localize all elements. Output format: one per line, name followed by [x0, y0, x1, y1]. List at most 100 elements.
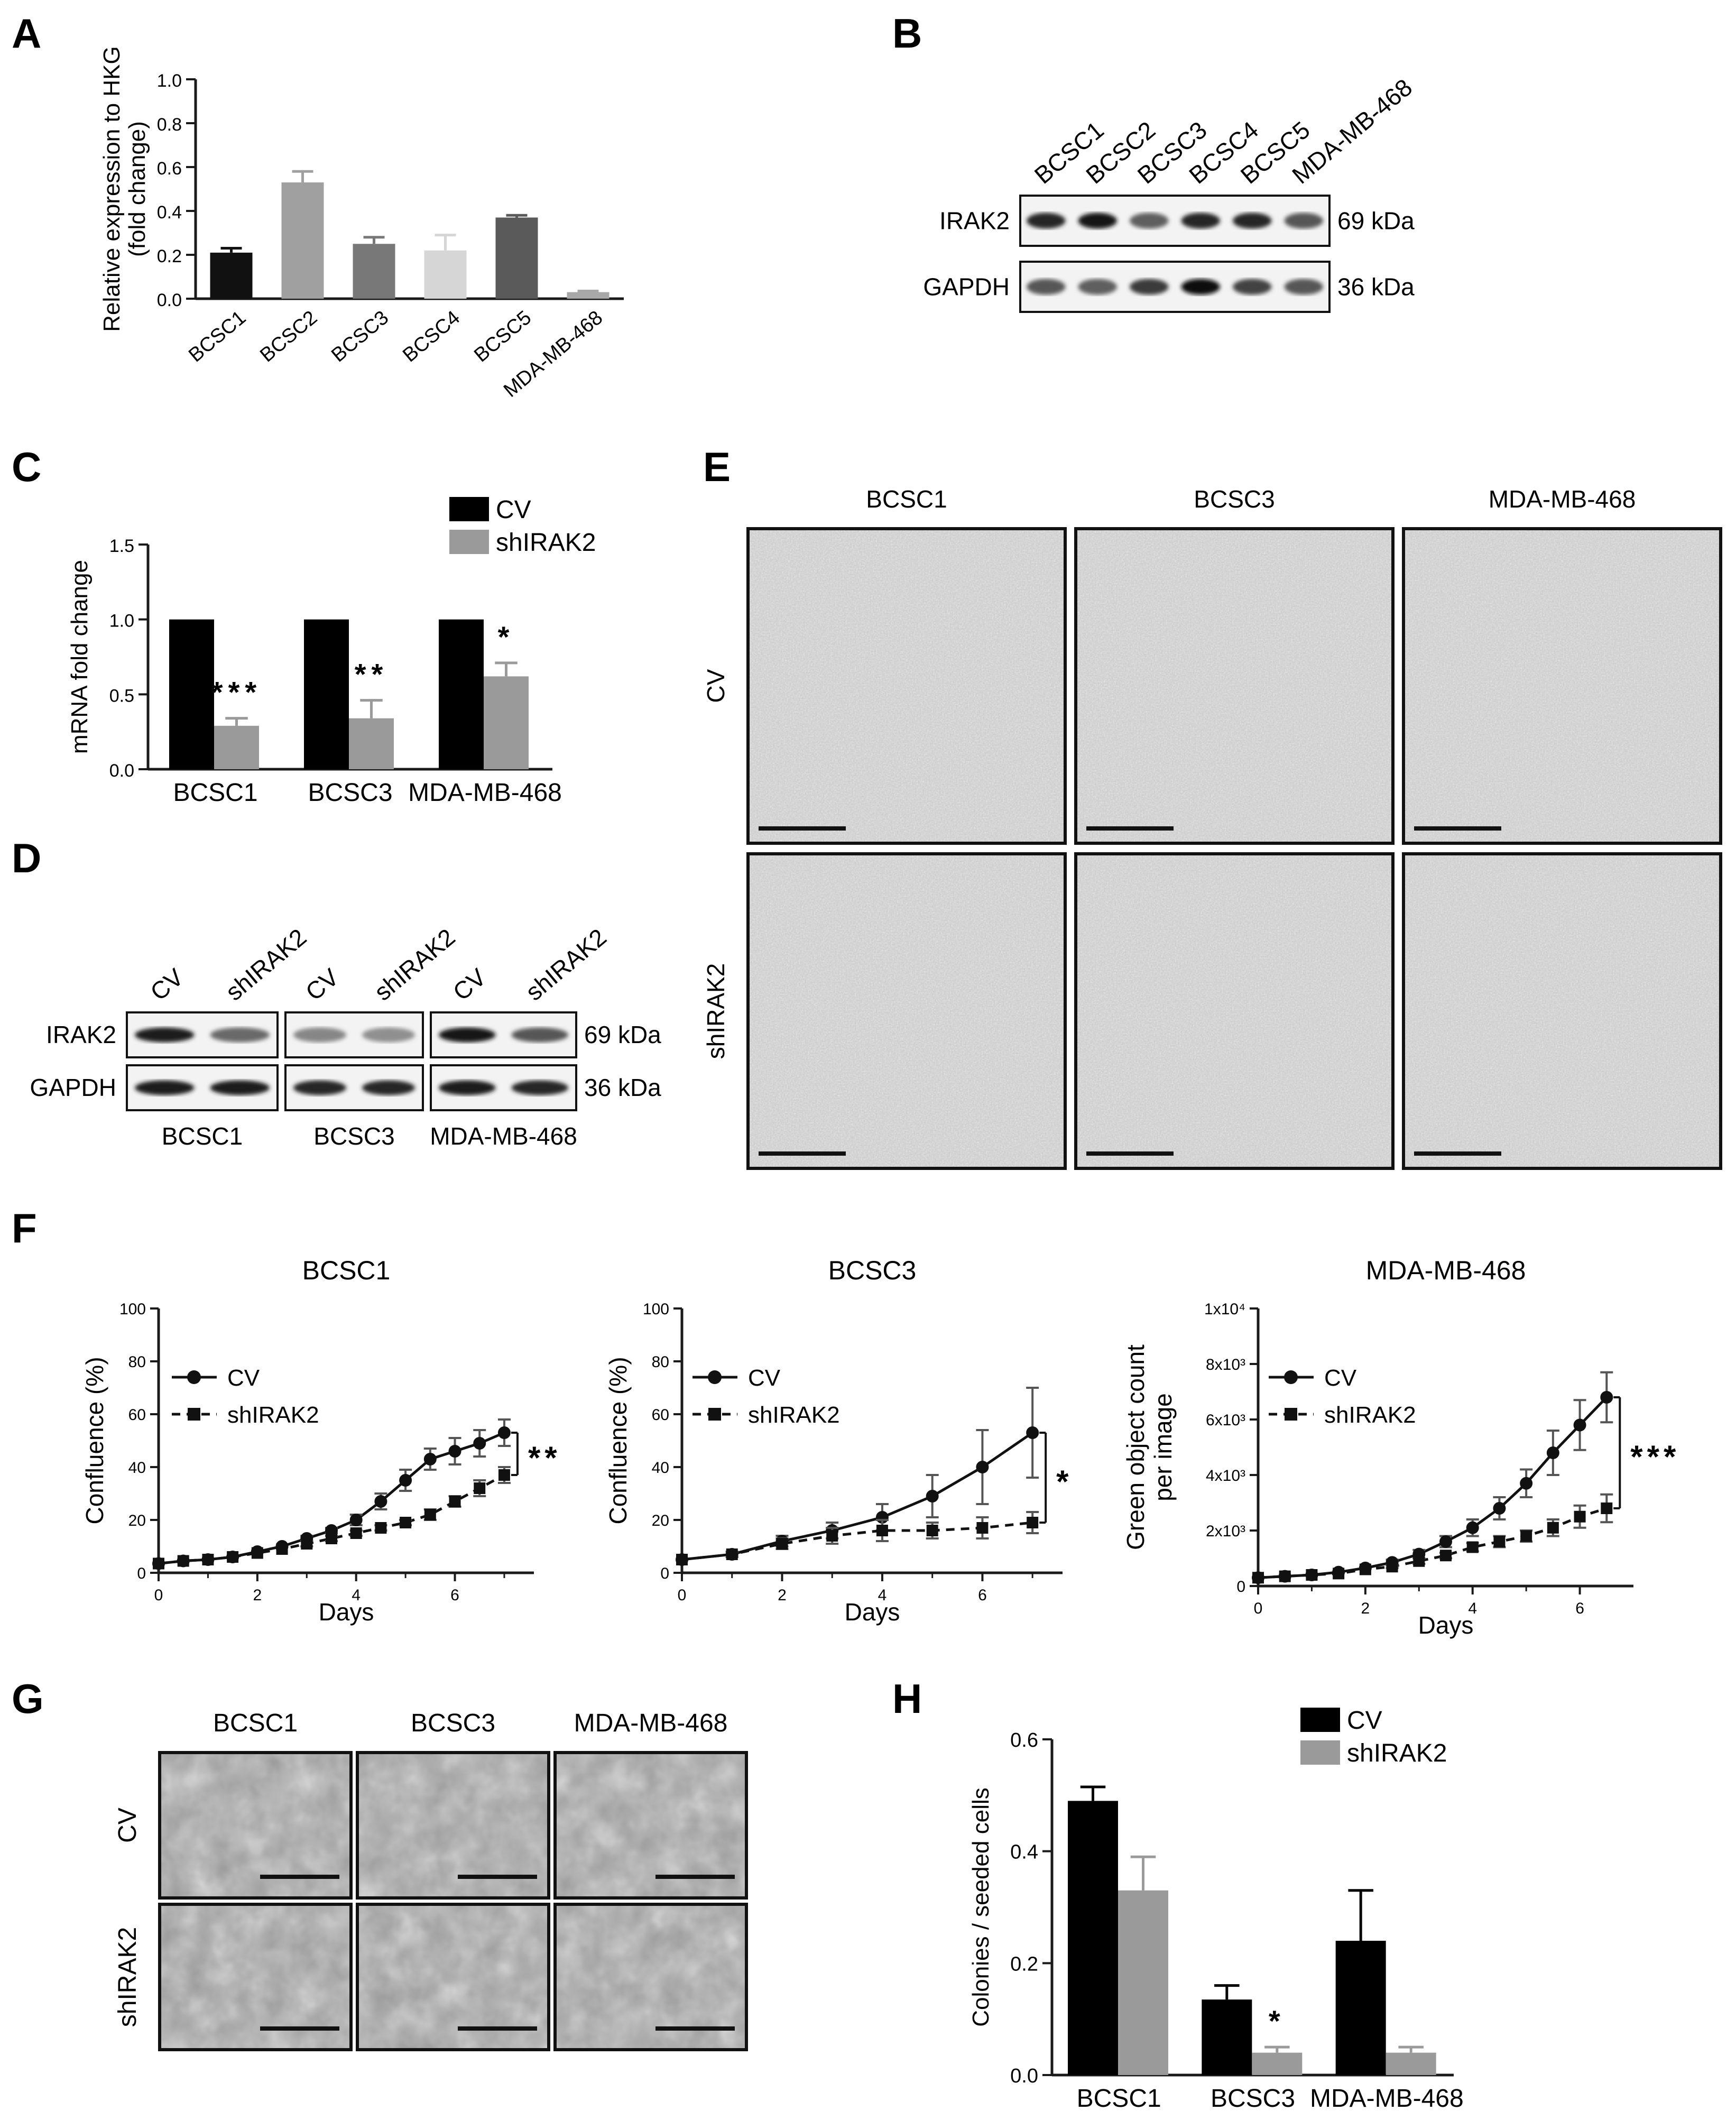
panel-c-bar-chart: 0.0 0.5 1.0 1.5 mRNA fold change *** BCSC1 ** BC…	[67, 496, 596, 807]
data-point	[1027, 1517, 1039, 1528]
x-tick-label: 0	[678, 1587, 687, 1604]
kda-label: 36 kDa	[1337, 273, 1415, 301]
micrograph-frame	[746, 852, 1067, 1170]
panel-f-bcsc1-growth-chart: BCSC1 0 20 40 60 80 100 0 2 4 6 Days Confluence (%) C…	[81, 1256, 561, 1626]
panel-e-micrographs: BCSC1 BCSC3 MDA-MB-468 CV shIRAK2	[702, 485, 1722, 1170]
data-point	[1306, 1569, 1318, 1581]
column-label: BCSC1	[213, 1709, 298, 1737]
legend-swatch	[449, 530, 489, 554]
protein-band	[1181, 213, 1220, 229]
data-point	[676, 1554, 688, 1565]
legend-label: CV	[496, 496, 531, 524]
lane-label: shIRAK2	[520, 923, 611, 1006]
x-tick-label: BCSC1	[1077, 2085, 1161, 2111]
panel-g-micrographs: BCSC1 BCSC3 MDA-MB-468 CV shIRAK2	[114, 1709, 748, 2051]
panel-f-bcsc3-growth-chart: BCSC3 0 20 40 60 80 100 0 2 4 6 Days Confluence (%) C…	[604, 1256, 1069, 1626]
y-tick-label: 0.0	[109, 761, 134, 781]
protein-band	[1284, 213, 1323, 229]
data-point	[301, 1538, 313, 1550]
significance-label: *	[498, 620, 515, 653]
chart-title: BCSC3	[828, 1256, 917, 1285]
micrograph-image	[748, 529, 1065, 843]
y-tick-label: 0.0	[1010, 2065, 1038, 2087]
x-tick-label: 0	[1254, 1600, 1263, 1617]
data-point	[1493, 1502, 1506, 1515]
y-tick-label: 0.4	[157, 202, 182, 223]
protein-band	[210, 1080, 270, 1095]
protein-band	[1181, 279, 1220, 295]
y-tick-label: 20	[652, 1512, 669, 1529]
bar	[1202, 1999, 1252, 2075]
bar	[439, 619, 484, 769]
legend-marker	[708, 1370, 722, 1384]
significance-label: ***	[211, 676, 262, 709]
data-point	[1279, 1570, 1291, 1582]
data-point	[350, 1527, 362, 1539]
bar	[567, 292, 610, 299]
protein-band	[1078, 279, 1117, 295]
y-tick-label: 0.6	[1010, 1729, 1038, 1752]
data-point	[1440, 1550, 1452, 1562]
data-point	[227, 1551, 239, 1563]
x-tick-label: 2	[778, 1587, 787, 1604]
bar	[214, 725, 259, 769]
data-point	[473, 1437, 486, 1450]
lane-label: shIRAK2	[369, 923, 460, 1006]
x-tick-label: BCSC1	[173, 779, 257, 807]
x-tick-label: 4	[1468, 1600, 1477, 1617]
y-axis-title: per image	[1149, 1393, 1177, 1501]
protein-band	[1078, 213, 1117, 229]
legend-swatch	[1300, 1708, 1340, 1732]
legend-label: CV	[227, 1365, 260, 1391]
data-point	[251, 1547, 263, 1559]
y-tick-label: 20	[128, 1512, 146, 1529]
y-tick-label: 1.5	[109, 536, 134, 556]
data-point	[1520, 1530, 1532, 1542]
y-axis-title-group: Confluence (%)	[81, 1357, 108, 1524]
x-tick-label: 2	[1361, 1600, 1370, 1617]
legend-label: CV	[1347, 1707, 1382, 1735]
lane-label: CV	[145, 963, 189, 1006]
x-tick-label: 6	[450, 1587, 459, 1604]
panel-label-f: F	[12, 1205, 37, 1251]
bar	[353, 244, 395, 299]
chart-title: BCSC1	[302, 1256, 391, 1285]
cell-line-label: BCSC1	[162, 1122, 243, 1150]
micrograph-frame	[356, 1903, 550, 2051]
protein-band	[293, 1080, 346, 1095]
bar	[484, 676, 529, 769]
bar	[1335, 1941, 1386, 2075]
series-line	[1258, 1396, 1608, 1579]
data-point	[177, 1555, 189, 1567]
protein-band	[439, 1027, 496, 1043]
y-axis-title: Relative expression to HKG	[99, 46, 125, 331]
protein-band	[511, 1080, 568, 1095]
kda-label: 69 kDa	[584, 1021, 661, 1048]
data-point	[776, 1538, 788, 1550]
data-point	[876, 1525, 888, 1536]
x-tick-label: BCSC3	[327, 307, 393, 367]
panel-h-bar-chart: 0.0 0.2 0.4 0.6 Colonies / seeded cells BCSC1…	[968, 1707, 1464, 2111]
x-axis-title: Days	[845, 1598, 900, 1626]
y-tick-label: 0.0	[157, 290, 182, 310]
protein-band	[1284, 279, 1323, 295]
y-axis-title-group: Confluence (%)	[604, 1357, 632, 1524]
legend-marker	[187, 1370, 201, 1384]
bar	[349, 718, 394, 769]
data-point	[349, 1514, 363, 1526]
micrograph-frame	[1402, 852, 1722, 1170]
significance-label: **	[528, 1440, 561, 1476]
micrograph-frame	[553, 1751, 748, 1900]
data-point	[826, 1530, 838, 1542]
column-label: BCSC1	[866, 485, 947, 513]
y-tick-label: 100	[643, 1301, 669, 1318]
legend-label: shIRAK2	[496, 529, 596, 557]
data-point	[325, 1533, 337, 1544]
x-axis-title: Days	[1418, 1611, 1474, 1639]
kda-label: 69 kDa	[1337, 207, 1415, 235]
data-point	[1466, 1521, 1479, 1534]
protein-band	[362, 1027, 415, 1043]
panel-label-c: C	[12, 444, 41, 490]
